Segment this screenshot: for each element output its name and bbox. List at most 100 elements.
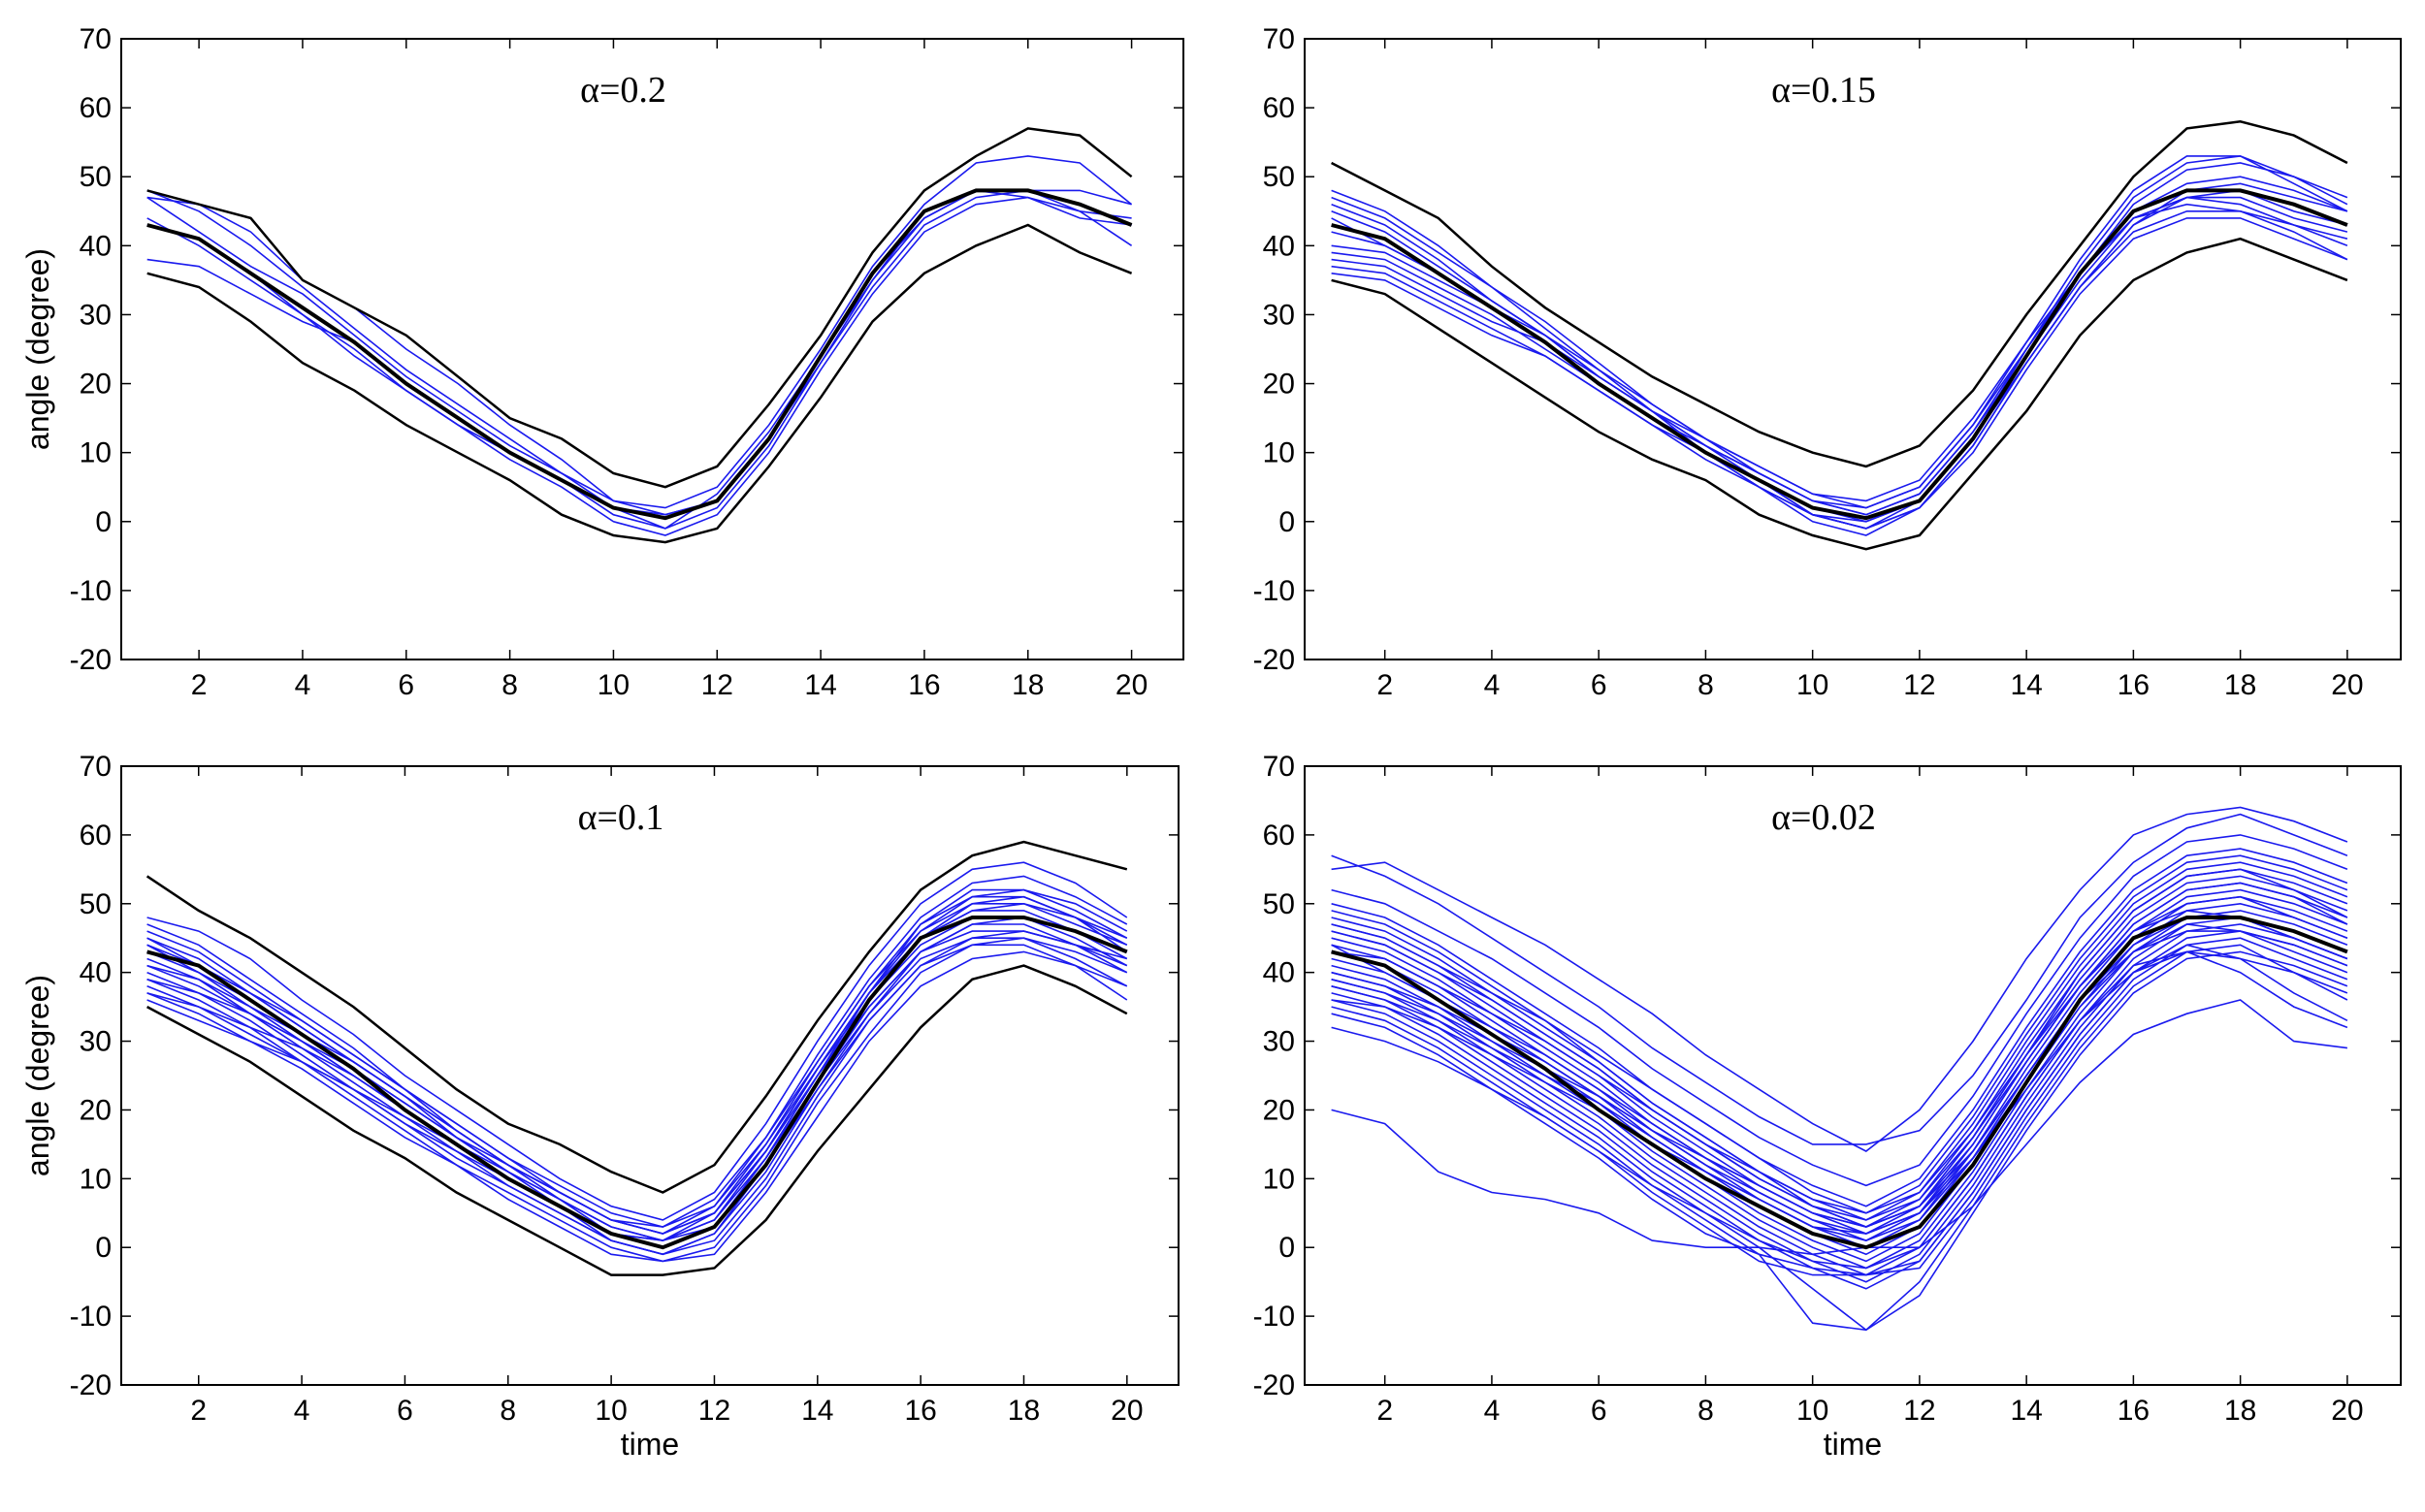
x-tick-label: 12 — [1903, 1395, 1935, 1427]
sample-series-line — [1331, 189, 2348, 530]
x-tick-label: 2 — [1376, 669, 1393, 701]
plot-frame — [120, 765, 1180, 1386]
sample-series-line — [1331, 923, 2348, 1283]
sample-series-line — [1331, 875, 2348, 1235]
sample-series-line — [146, 923, 1128, 1241]
sample-series-line — [1331, 176, 2348, 516]
x-tick-label: 14 — [801, 1395, 833, 1427]
y-tick-label: 20 — [1263, 1094, 1295, 1126]
x-tick-label: 8 — [1698, 1395, 1714, 1427]
y-tick-label: -20 — [70, 644, 112, 676]
mean-line — [146, 188, 1133, 521]
x-tick-label: 6 — [398, 669, 414, 701]
sample-series-line — [1331, 944, 2348, 1332]
y-tick-label: 40 — [80, 230, 112, 262]
x-axis-label: time — [621, 1427, 679, 1462]
x-tick-label: 18 — [2224, 669, 2256, 701]
panel-alpha-0.1: 2 4 6 8 10 12 14 16 18 20 -20 -10 0 10 20 30 40 50 60 70 α=0… — [20, 751, 1180, 1462]
sample-series-line — [1331, 888, 2348, 1249]
y-tick-label: 60 — [1263, 820, 1295, 852]
sample-series-line — [1331, 944, 2348, 1276]
x-tick-label: 14 — [2010, 1395, 2042, 1427]
y-tick-label: 0 — [95, 1232, 112, 1264]
y-tick-label: -10 — [70, 1301, 112, 1333]
x-tick-label: 6 — [1591, 669, 1607, 701]
sample-series-line — [1331, 217, 2348, 536]
x-tick-label: 8 — [501, 669, 518, 701]
sample-series-line — [1331, 950, 2348, 1332]
y-tick-label: -20 — [70, 1369, 112, 1401]
sample-series-line — [1331, 868, 2348, 1228]
panel-alpha-0.2: 2 4 6 8 10 12 14 16 18 20 -20 -10 0 10 20 30 40 50 60 70 α=0… — [20, 23, 1184, 701]
mean-line — [1331, 916, 2348, 1250]
sample-series-line — [146, 917, 1128, 1228]
x-tick-label: 10 — [598, 669, 630, 701]
y-tick-label: -20 — [1253, 644, 1295, 676]
y-tick-label: 70 — [80, 23, 112, 55]
y-tick-label: 50 — [1263, 888, 1295, 920]
y-tick-label: 60 — [1263, 92, 1295, 124]
y-axis-label: angle (degree) — [20, 975, 55, 1176]
y-tick-label: 40 — [1263, 230, 1295, 262]
x-tick-label: 2 — [191, 669, 208, 701]
panel-title: α=0.15 — [1771, 70, 1876, 111]
x-tick-label: 2 — [1376, 1395, 1393, 1427]
sample-series-line — [146, 902, 1128, 1249]
sample-series-line — [1331, 813, 2348, 1145]
panel-title: α=0.2 — [580, 70, 666, 111]
sample-series-line — [1331, 196, 2348, 530]
sample-series-line — [1331, 923, 2348, 1241]
y-tick-label: 70 — [1263, 23, 1295, 55]
y-tick-label: 0 — [95, 506, 112, 538]
y-tick-label: 30 — [1263, 1026, 1295, 1058]
x-tick-label: 8 — [1698, 669, 1714, 701]
y-tick-label: 10 — [1263, 437, 1295, 469]
sample-series-line — [1331, 930, 2348, 1290]
x-tick-label: 16 — [908, 669, 940, 701]
x-tick-label: 14 — [2010, 669, 2042, 701]
plot-frame — [120, 38, 1184, 660]
panel-alpha-0.15: 2 4 6 8 10 12 14 16 18 20 -20 -10 0 10 20 30 40 50 60 70 α=0… — [1253, 23, 2402, 701]
x-tick-label: 16 — [904, 1395, 936, 1427]
y-tick-label: 60 — [80, 820, 112, 852]
sample-series-line — [146, 189, 1132, 516]
y-tick-label: 60 — [80, 92, 112, 124]
x-tick-label: 20 — [1111, 1395, 1143, 1427]
y-tick-label: 40 — [80, 957, 112, 989]
panel-alpha-0.02: 2 4 6 8 10 12 14 16 18 20 -20 -10 0 10 20 30 40 50 60 70 α=0… — [1253, 751, 2402, 1462]
plot-frame — [1304, 38, 2402, 660]
y-tick-label: 20 — [80, 1094, 112, 1126]
x-tick-label: 12 — [701, 669, 733, 701]
mean-line — [146, 916, 1128, 1250]
x-tick-label: 6 — [397, 1395, 413, 1427]
y-tick-label: 50 — [80, 161, 112, 193]
y-tick-label: 30 — [1263, 299, 1295, 331]
upper-bound-line — [146, 127, 1133, 489]
y-tick-label: 0 — [1278, 506, 1295, 538]
sample-series-line — [1331, 182, 2348, 530]
sample-series-line — [146, 930, 1128, 1256]
x-tick-label: 10 — [595, 1395, 627, 1427]
y-tick-label: 0 — [1278, 1232, 1295, 1264]
y-tick-label: 30 — [80, 1026, 112, 1058]
y-tick-label: 10 — [1263, 1163, 1295, 1195]
y-tick-label: 20 — [1263, 369, 1295, 401]
x-tick-label: 20 — [2331, 1395, 2363, 1427]
sample-series-line — [146, 937, 1128, 1263]
y-tick-label: 10 — [80, 437, 112, 469]
upper-bound-line — [1331, 120, 2348, 468]
sample-series-line — [146, 944, 1128, 1249]
sample-series-line — [146, 902, 1128, 1256]
x-tick-label: 18 — [2224, 1395, 2256, 1427]
y-tick-label: -10 — [1253, 1301, 1295, 1333]
x-tick-label: 10 — [1796, 669, 1828, 701]
y-tick-label: 10 — [80, 1163, 112, 1195]
lower-bound-line — [146, 223, 1133, 544]
x-tick-label: 12 — [698, 1395, 730, 1427]
sample-series-line — [146, 875, 1128, 1228]
sample-series-line — [1331, 834, 2348, 1187]
x-tick-label: 16 — [2118, 1395, 2150, 1427]
panel-title: α=0.02 — [1771, 797, 1876, 838]
y-axis-label: angle (degree) — [20, 248, 55, 450]
x-tick-label: 20 — [1116, 669, 1148, 701]
